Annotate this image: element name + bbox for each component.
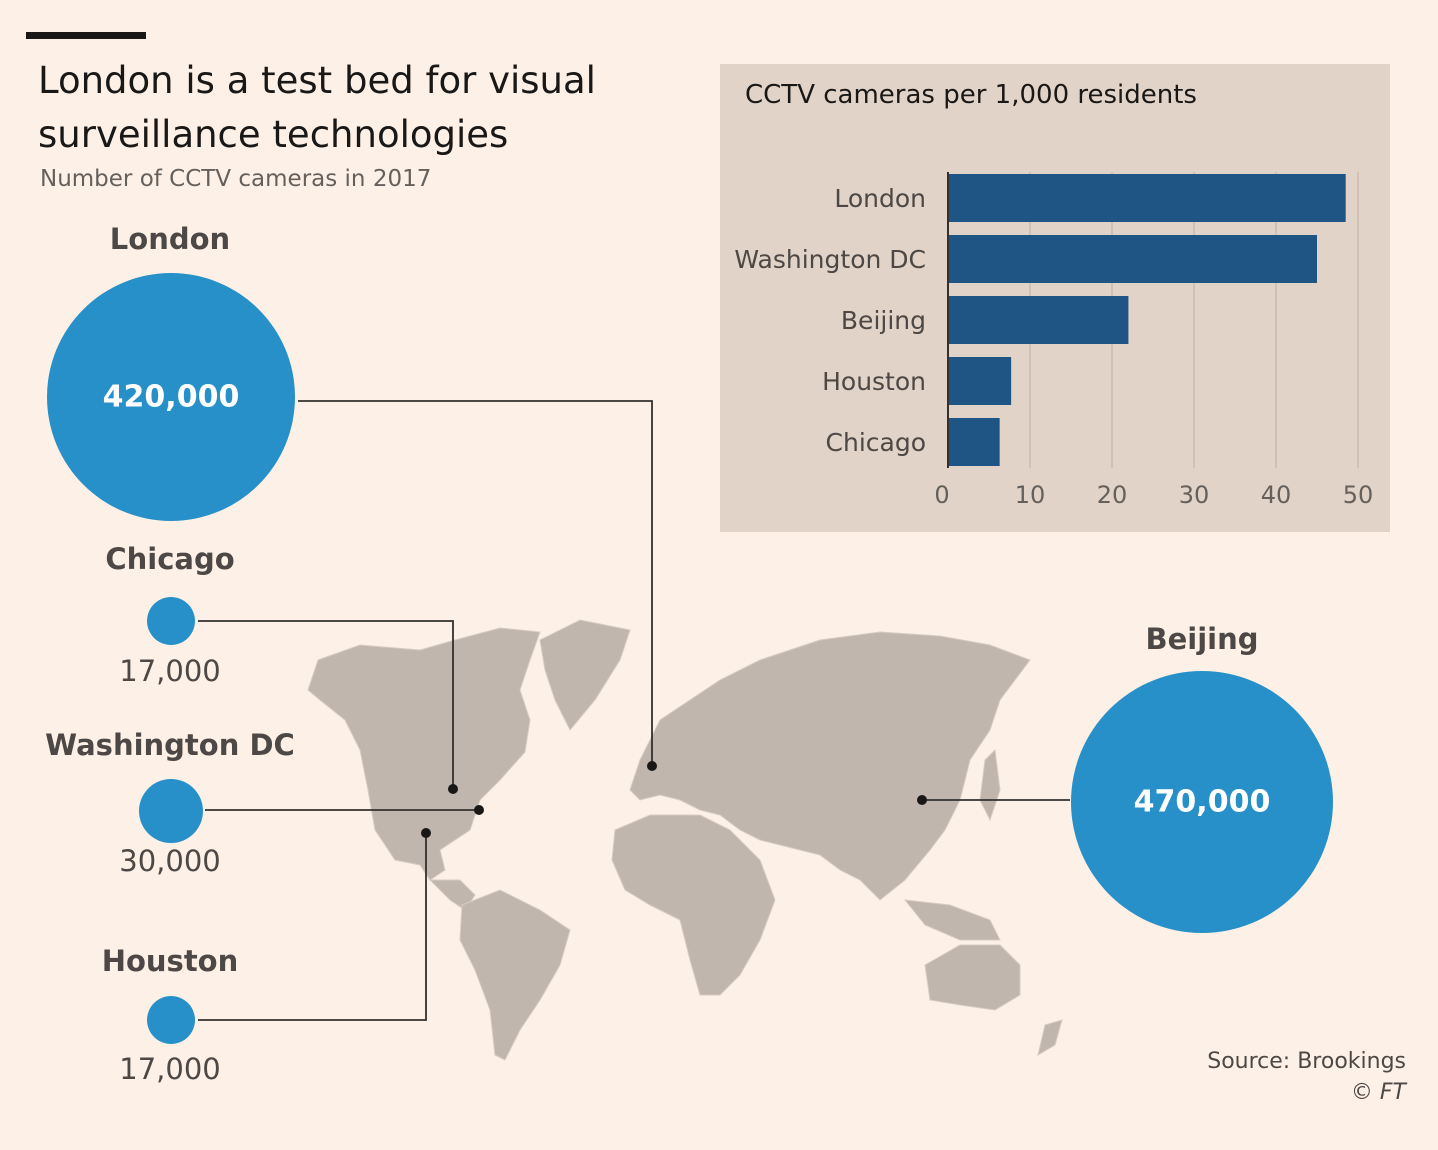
- bar-chart-title: CCTV cameras per 1,000 residents: [745, 80, 1197, 110]
- bar-chicago: [949, 418, 1000, 466]
- map-north-america: [307, 627, 541, 881]
- bar-london: [949, 174, 1346, 222]
- chicago-connector: [198, 620, 454, 789]
- bar-chart-panel: CCTV cameras per 1,000 residents London W…: [720, 64, 1390, 532]
- bar-series: [949, 174, 1346, 466]
- tick-label-20: 20: [1097, 481, 1128, 509]
- london-bubble: 420,000: [47, 273, 295, 521]
- tick-label-10: 10: [1015, 481, 1046, 509]
- washington-label: Washington DC: [45, 728, 295, 762]
- beijing-marker: [917, 795, 927, 805]
- category-label-beijing: Beijing: [841, 306, 926, 335]
- london-value: 420,000: [102, 379, 240, 415]
- tick-label-30: 30: [1179, 481, 1210, 509]
- houston-marker: [421, 828, 431, 838]
- connector-lines: [198, 400, 1070, 1021]
- bar-washington-dc: [949, 235, 1317, 283]
- bar-tick-labels: 0 10 20 30 40 50: [934, 481, 1373, 509]
- washington-marker: [474, 805, 484, 815]
- houston-label: Houston: [101, 944, 239, 978]
- map-se-asia: [903, 899, 1001, 941]
- map-australia: [924, 944, 1021, 1011]
- map-greenland: [539, 619, 631, 731]
- london-label: London: [109, 222, 231, 256]
- chicago-value: 17,000: [119, 654, 221, 688]
- map-south-america: [459, 889, 571, 1061]
- chart-title: London is a test bed for visual surveill…: [38, 59, 596, 156]
- category-label-london: London: [834, 184, 926, 213]
- map-japan: [979, 748, 1001, 822]
- chicago-label: Chicago: [105, 542, 235, 576]
- chart-subtitle: Number of CCTV cameras in 2017: [40, 166, 432, 192]
- beijing-bubble: 470,000: [1071, 671, 1333, 933]
- london-connector: [298, 400, 653, 766]
- source-text: Source: Brookings: [1207, 1049, 1406, 1074]
- tick-label-50: 50: [1343, 481, 1374, 509]
- title-rule: [26, 32, 146, 39]
- bar-houston: [949, 357, 1012, 405]
- map-new-zealand: [1037, 1019, 1063, 1057]
- houston-connector: [198, 833, 427, 1021]
- map-africa: [611, 814, 776, 996]
- tick-label-0: 0: [934, 481, 949, 509]
- chicago-bubble: [147, 597, 195, 645]
- tick-label-40: 40: [1261, 481, 1292, 509]
- source-note: Source: Brookings © FT: [1207, 1046, 1406, 1108]
- city-markers: [421, 761, 927, 838]
- london-marker: [647, 761, 657, 771]
- category-label-houston: Houston: [822, 367, 926, 396]
- map-eurasia: [629, 631, 1031, 901]
- beijing-label: Beijing: [1145, 622, 1259, 656]
- world-map: [307, 619, 1063, 1061]
- houston-value: 17,000: [119, 1052, 221, 1086]
- washington-bubble: [139, 779, 203, 843]
- houston-bubble: [147, 996, 195, 1044]
- bar-beijing: [949, 296, 1129, 344]
- category-label-chicago: Chicago: [826, 428, 926, 457]
- beijing-value: 470,000: [1133, 784, 1271, 820]
- category-label-washington-dc: Washington DC: [734, 245, 926, 274]
- washington-value: 30,000: [119, 844, 221, 878]
- bar-category-labels: London Washington DC Beijing Houston Chicago: [734, 184, 926, 457]
- credit-text: © FT: [1350, 1080, 1406, 1105]
- chicago-marker: [448, 784, 458, 794]
